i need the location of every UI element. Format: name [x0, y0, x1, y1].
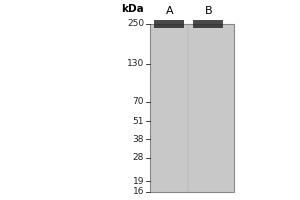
Text: kDa: kDa	[121, 4, 144, 14]
Bar	[194, 20, 224, 28]
Text: A: A	[166, 6, 173, 16]
Text: 70: 70	[133, 97, 144, 106]
Text: 38: 38	[133, 135, 144, 144]
Bar	[154, 20, 184, 28]
Text: 250: 250	[127, 20, 144, 28]
Text: 19: 19	[133, 177, 144, 186]
Text: 28: 28	[133, 153, 144, 162]
Text: 51: 51	[133, 117, 144, 126]
Text: B: B	[205, 6, 212, 16]
Text: 130: 130	[127, 59, 144, 68]
Bar	[150, 24, 234, 192]
Text: 16: 16	[133, 188, 144, 196]
